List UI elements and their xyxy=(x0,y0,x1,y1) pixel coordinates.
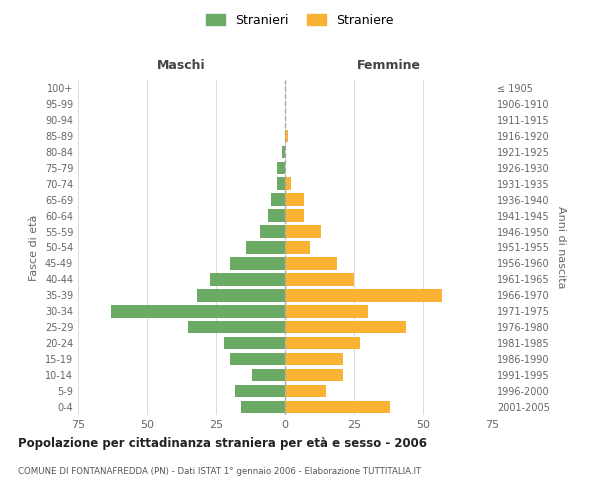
Bar xyxy=(282,146,285,158)
Bar xyxy=(230,257,285,270)
Bar xyxy=(285,194,304,206)
Text: COMUNE DI FONTANAFREDDA (PN) - Dati ISTAT 1° gennaio 2006 - Elaborazione TUTTITA: COMUNE DI FONTANAFREDDA (PN) - Dati ISTA… xyxy=(18,468,421,476)
Bar xyxy=(268,210,285,222)
Bar xyxy=(285,369,343,382)
Bar xyxy=(271,194,285,206)
Bar xyxy=(252,369,285,382)
Bar xyxy=(285,257,337,270)
Bar xyxy=(285,242,310,254)
Bar xyxy=(285,289,442,302)
Bar xyxy=(285,321,406,334)
Bar xyxy=(211,273,285,285)
Bar xyxy=(247,242,285,254)
Bar xyxy=(285,273,354,285)
Bar xyxy=(111,305,285,318)
Bar xyxy=(188,321,285,334)
Bar xyxy=(224,337,285,349)
Bar xyxy=(285,401,390,413)
Text: Femmine: Femmine xyxy=(356,60,421,72)
Bar xyxy=(277,162,285,174)
Bar xyxy=(241,401,285,413)
Bar xyxy=(277,178,285,190)
Bar xyxy=(285,305,368,318)
Bar xyxy=(285,130,288,142)
Bar xyxy=(197,289,285,302)
Legend: Stranieri, Straniere: Stranieri, Straniere xyxy=(202,8,398,32)
Bar xyxy=(260,226,285,238)
Text: Popolazione per cittadinanza straniera per età e sesso - 2006: Popolazione per cittadinanza straniera p… xyxy=(18,438,427,450)
Bar xyxy=(230,353,285,366)
Y-axis label: Anni di nascita: Anni di nascita xyxy=(556,206,566,288)
Text: Maschi: Maschi xyxy=(157,60,206,72)
Y-axis label: Fasce di età: Fasce di età xyxy=(29,214,39,280)
Bar xyxy=(285,178,290,190)
Bar xyxy=(235,385,285,398)
Bar xyxy=(285,337,359,349)
Bar xyxy=(285,353,343,366)
Bar xyxy=(285,226,321,238)
Bar xyxy=(285,210,304,222)
Bar xyxy=(285,385,326,398)
